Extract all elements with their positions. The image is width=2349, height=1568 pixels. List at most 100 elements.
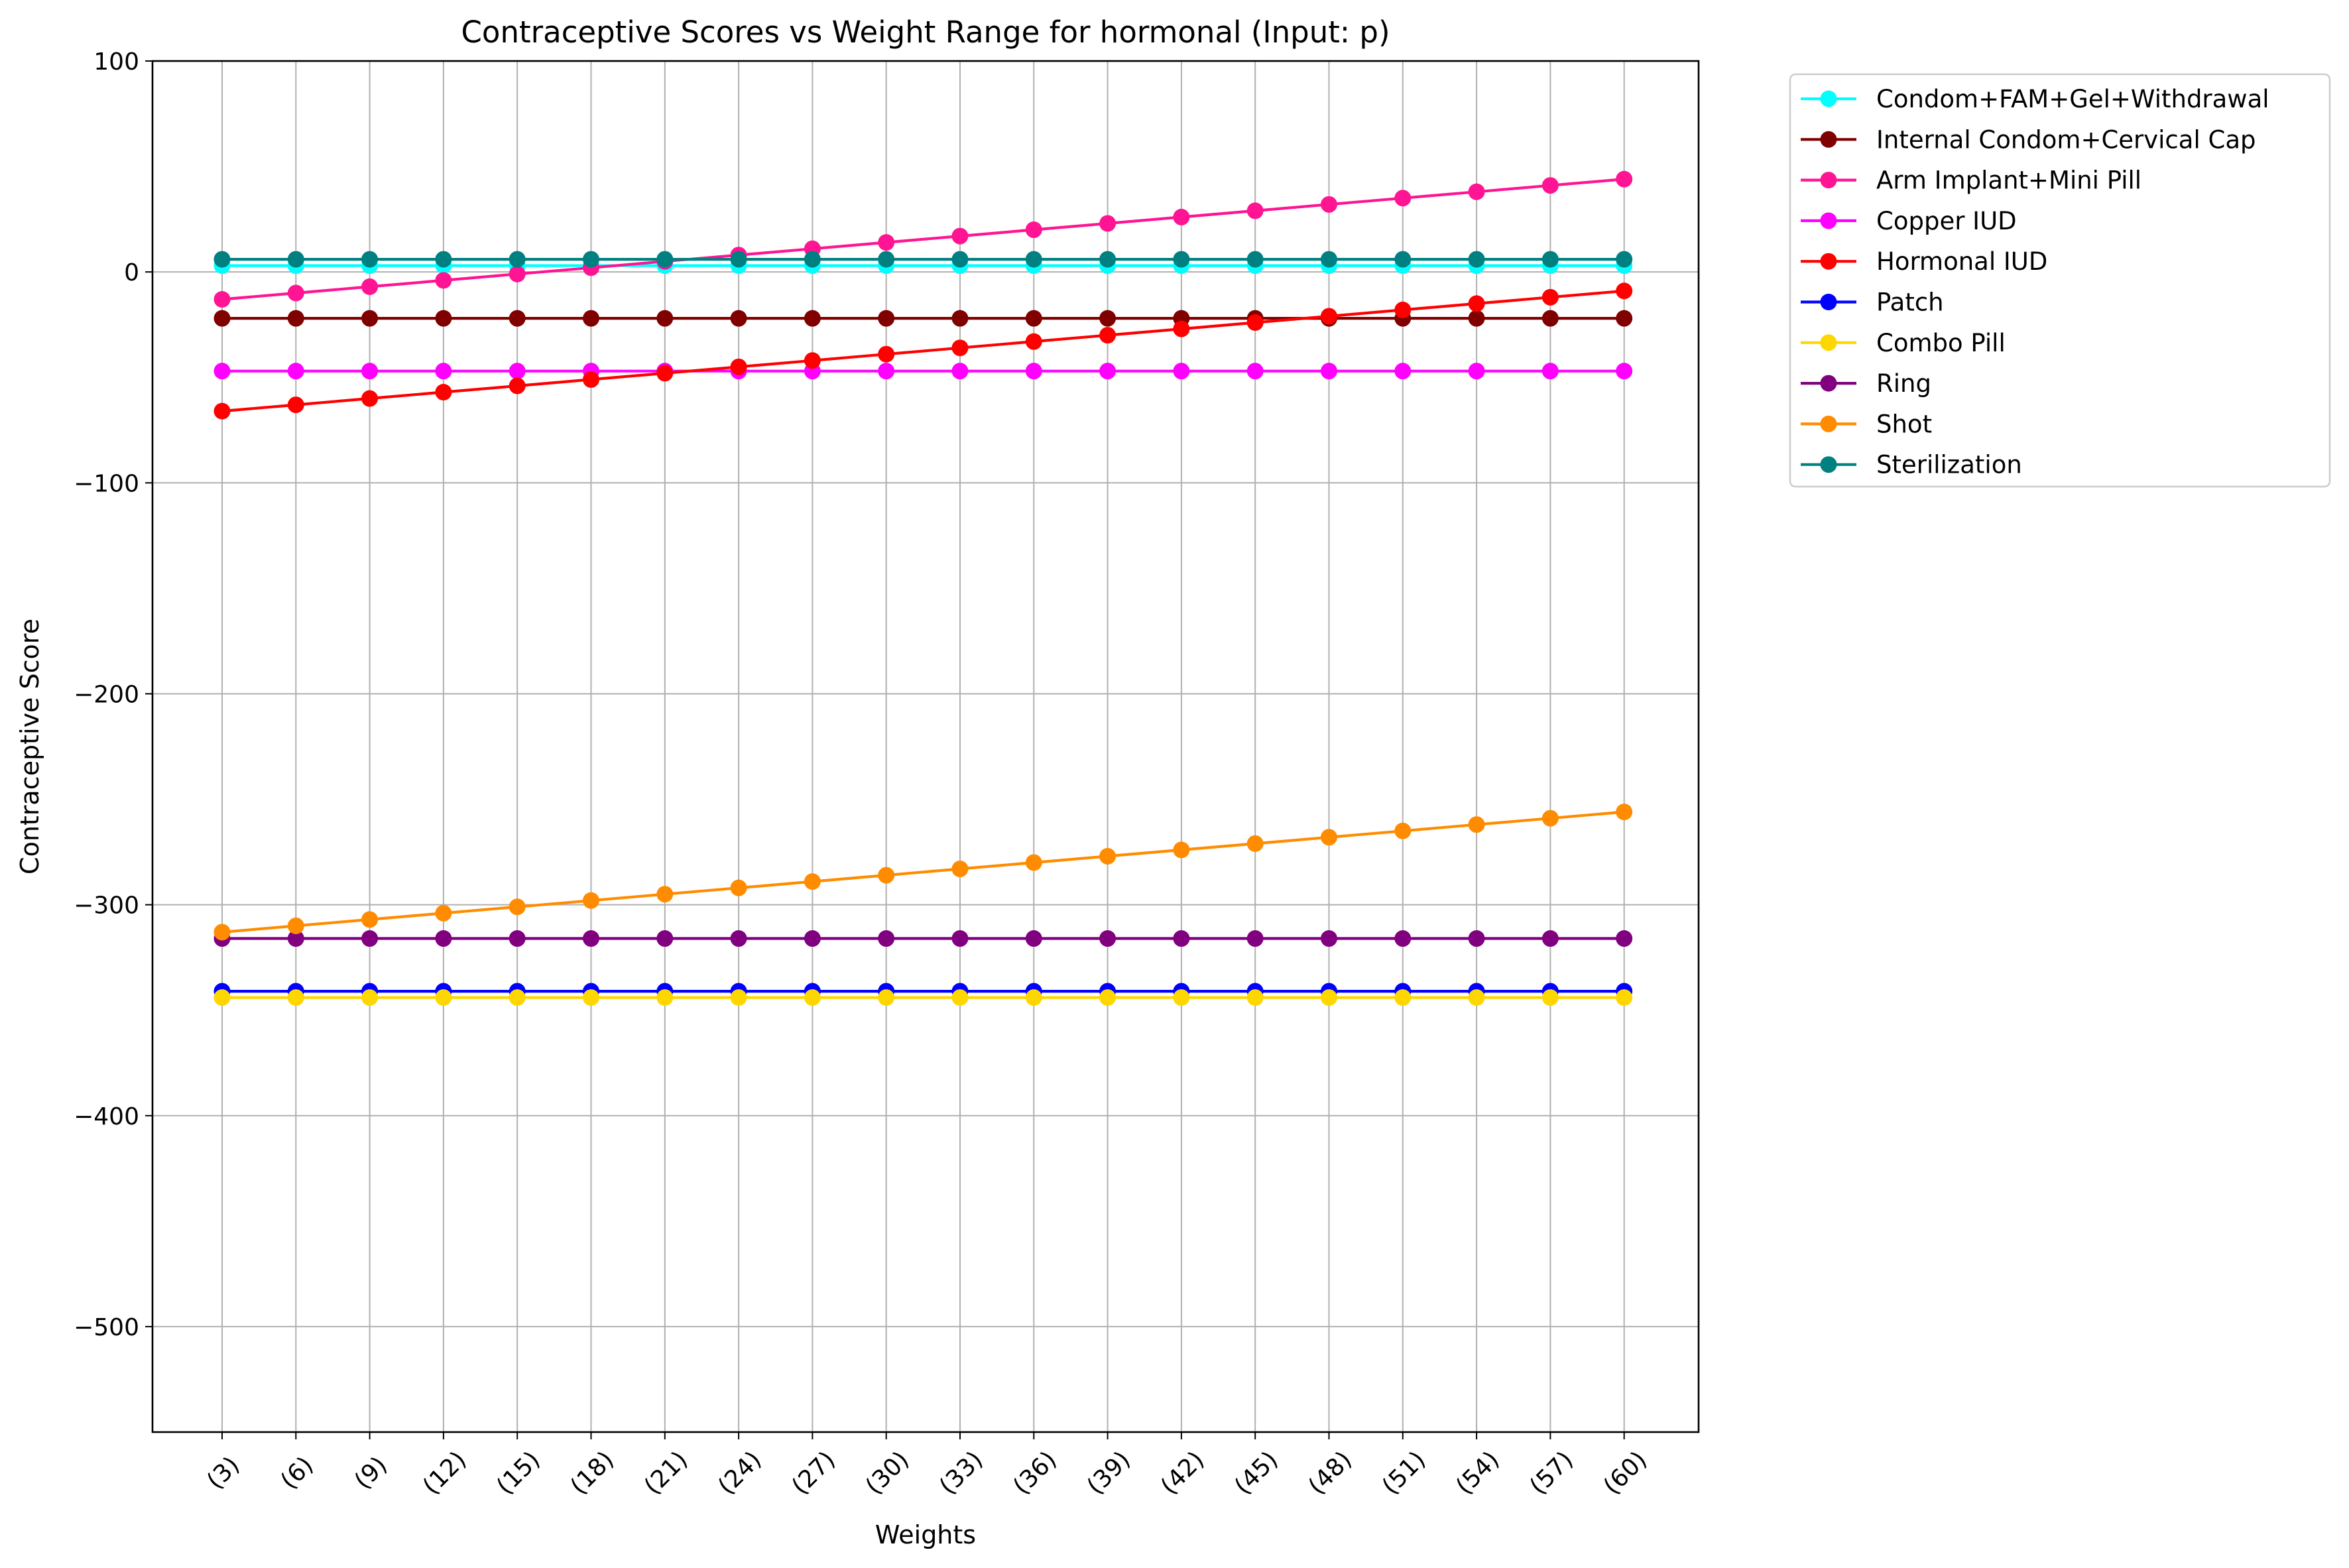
legend-item: Ring — [1801, 369, 1931, 398]
data-point — [361, 989, 379, 1006]
series-7 — [213, 930, 1633, 947]
data-point — [1246, 363, 1264, 380]
data-point — [435, 384, 452, 401]
series-2 — [213, 170, 1633, 308]
x-axis-label: Weights — [875, 1520, 976, 1549]
data-point — [1099, 930, 1116, 947]
data-point — [1468, 363, 1485, 380]
legend-item: Internal Condom+Cervical Cap — [1801, 125, 2256, 154]
data-point — [509, 930, 526, 947]
data-point — [878, 867, 895, 884]
data-point — [213, 251, 231, 268]
y-tick-label: −100 — [74, 470, 139, 497]
data-point — [1468, 310, 1485, 327]
data-point — [1394, 930, 1412, 947]
data-point — [509, 377, 526, 394]
data-point — [361, 930, 379, 947]
data-point — [213, 363, 231, 380]
series-line — [221, 810, 1624, 934]
data-point — [435, 363, 452, 380]
data-point — [287, 930, 304, 947]
data-point — [1541, 310, 1559, 327]
data-point — [730, 358, 747, 375]
data-point — [1025, 989, 1042, 1006]
data-point — [1173, 320, 1190, 337]
data-point — [213, 402, 231, 420]
data-point — [1468, 295, 1485, 312]
plot-frame — [151, 60, 1700, 1433]
data-point — [1321, 930, 1337, 947]
legend-item: Copper IUD — [1801, 207, 2017, 235]
data-point — [1025, 333, 1042, 350]
data-point — [1321, 196, 1337, 213]
series-line — [221, 178, 1624, 301]
y-tick-label: −200 — [74, 681, 139, 708]
data-point — [1099, 327, 1116, 344]
legend-item: Condom+FAM+Gel+Withdrawal — [1801, 85, 2269, 113]
data-point — [287, 917, 304, 934]
data-point — [1099, 310, 1116, 327]
data-point — [1099, 215, 1116, 232]
data-point — [435, 930, 452, 947]
data-point — [361, 390, 379, 407]
data-point — [1468, 251, 1485, 268]
legend: Condom+FAM+Gel+Withdrawal Internal Condom… — [1789, 73, 2331, 488]
data-point — [1173, 208, 1190, 225]
legend-swatch-marker — [1820, 90, 1837, 107]
data-point — [656, 251, 674, 268]
data-point — [730, 879, 747, 896]
data-point — [1173, 930, 1190, 947]
legend-swatch-marker — [1820, 375, 1837, 392]
data-point — [1246, 314, 1264, 332]
legend-swatch-marker — [1820, 212, 1837, 229]
data-point — [656, 310, 674, 327]
data-point — [361, 278, 379, 295]
data-point — [656, 886, 674, 903]
data-point — [509, 251, 526, 268]
legend-item: Shot — [1801, 410, 1932, 438]
data-point — [287, 396, 304, 414]
data-point — [1616, 282, 1633, 300]
data-point — [656, 930, 674, 947]
data-point — [730, 310, 747, 327]
data-point — [1541, 989, 1559, 1006]
data-point — [213, 310, 231, 327]
data-point — [1541, 288, 1559, 306]
data-point — [1394, 822, 1412, 839]
legend-frame — [1789, 73, 2331, 488]
y-axis-label: Contraceptive Score — [15, 619, 44, 874]
data-point — [509, 310, 526, 327]
legend-item: Sterilization — [1801, 451, 2022, 479]
data-point — [1321, 363, 1337, 380]
data-point — [1616, 989, 1633, 1006]
data-point — [1099, 363, 1116, 380]
data-point — [1025, 930, 1042, 947]
data-point — [1099, 989, 1116, 1006]
data-point — [730, 251, 747, 268]
data-point — [1394, 251, 1412, 268]
data-point — [1246, 835, 1264, 852]
data-point — [1173, 989, 1190, 1006]
legend-item: Hormonal IUD — [1801, 247, 2047, 276]
data-point — [1099, 251, 1116, 268]
data-point — [1321, 989, 1337, 1006]
legend-label: Shot — [1876, 410, 1932, 438]
data-point — [1025, 854, 1042, 871]
data-point — [1025, 221, 1042, 239]
data-point — [804, 989, 821, 1006]
data-point — [361, 310, 379, 327]
data-point — [1394, 190, 1412, 207]
legend-item: Patch — [1801, 288, 1944, 317]
data-point — [509, 363, 526, 380]
data-point — [804, 310, 821, 327]
series-line — [221, 289, 1624, 413]
legend-swatch-marker — [1820, 131, 1837, 148]
series-4 — [213, 282, 1633, 420]
data-point — [878, 989, 895, 1006]
legend-items: Condom+FAM+Gel+Withdrawal Internal Condom… — [1801, 85, 2269, 479]
series-8 — [213, 804, 1633, 941]
legend-swatch-marker — [1820, 456, 1837, 473]
data-point — [435, 904, 452, 922]
data-point — [1025, 363, 1042, 380]
